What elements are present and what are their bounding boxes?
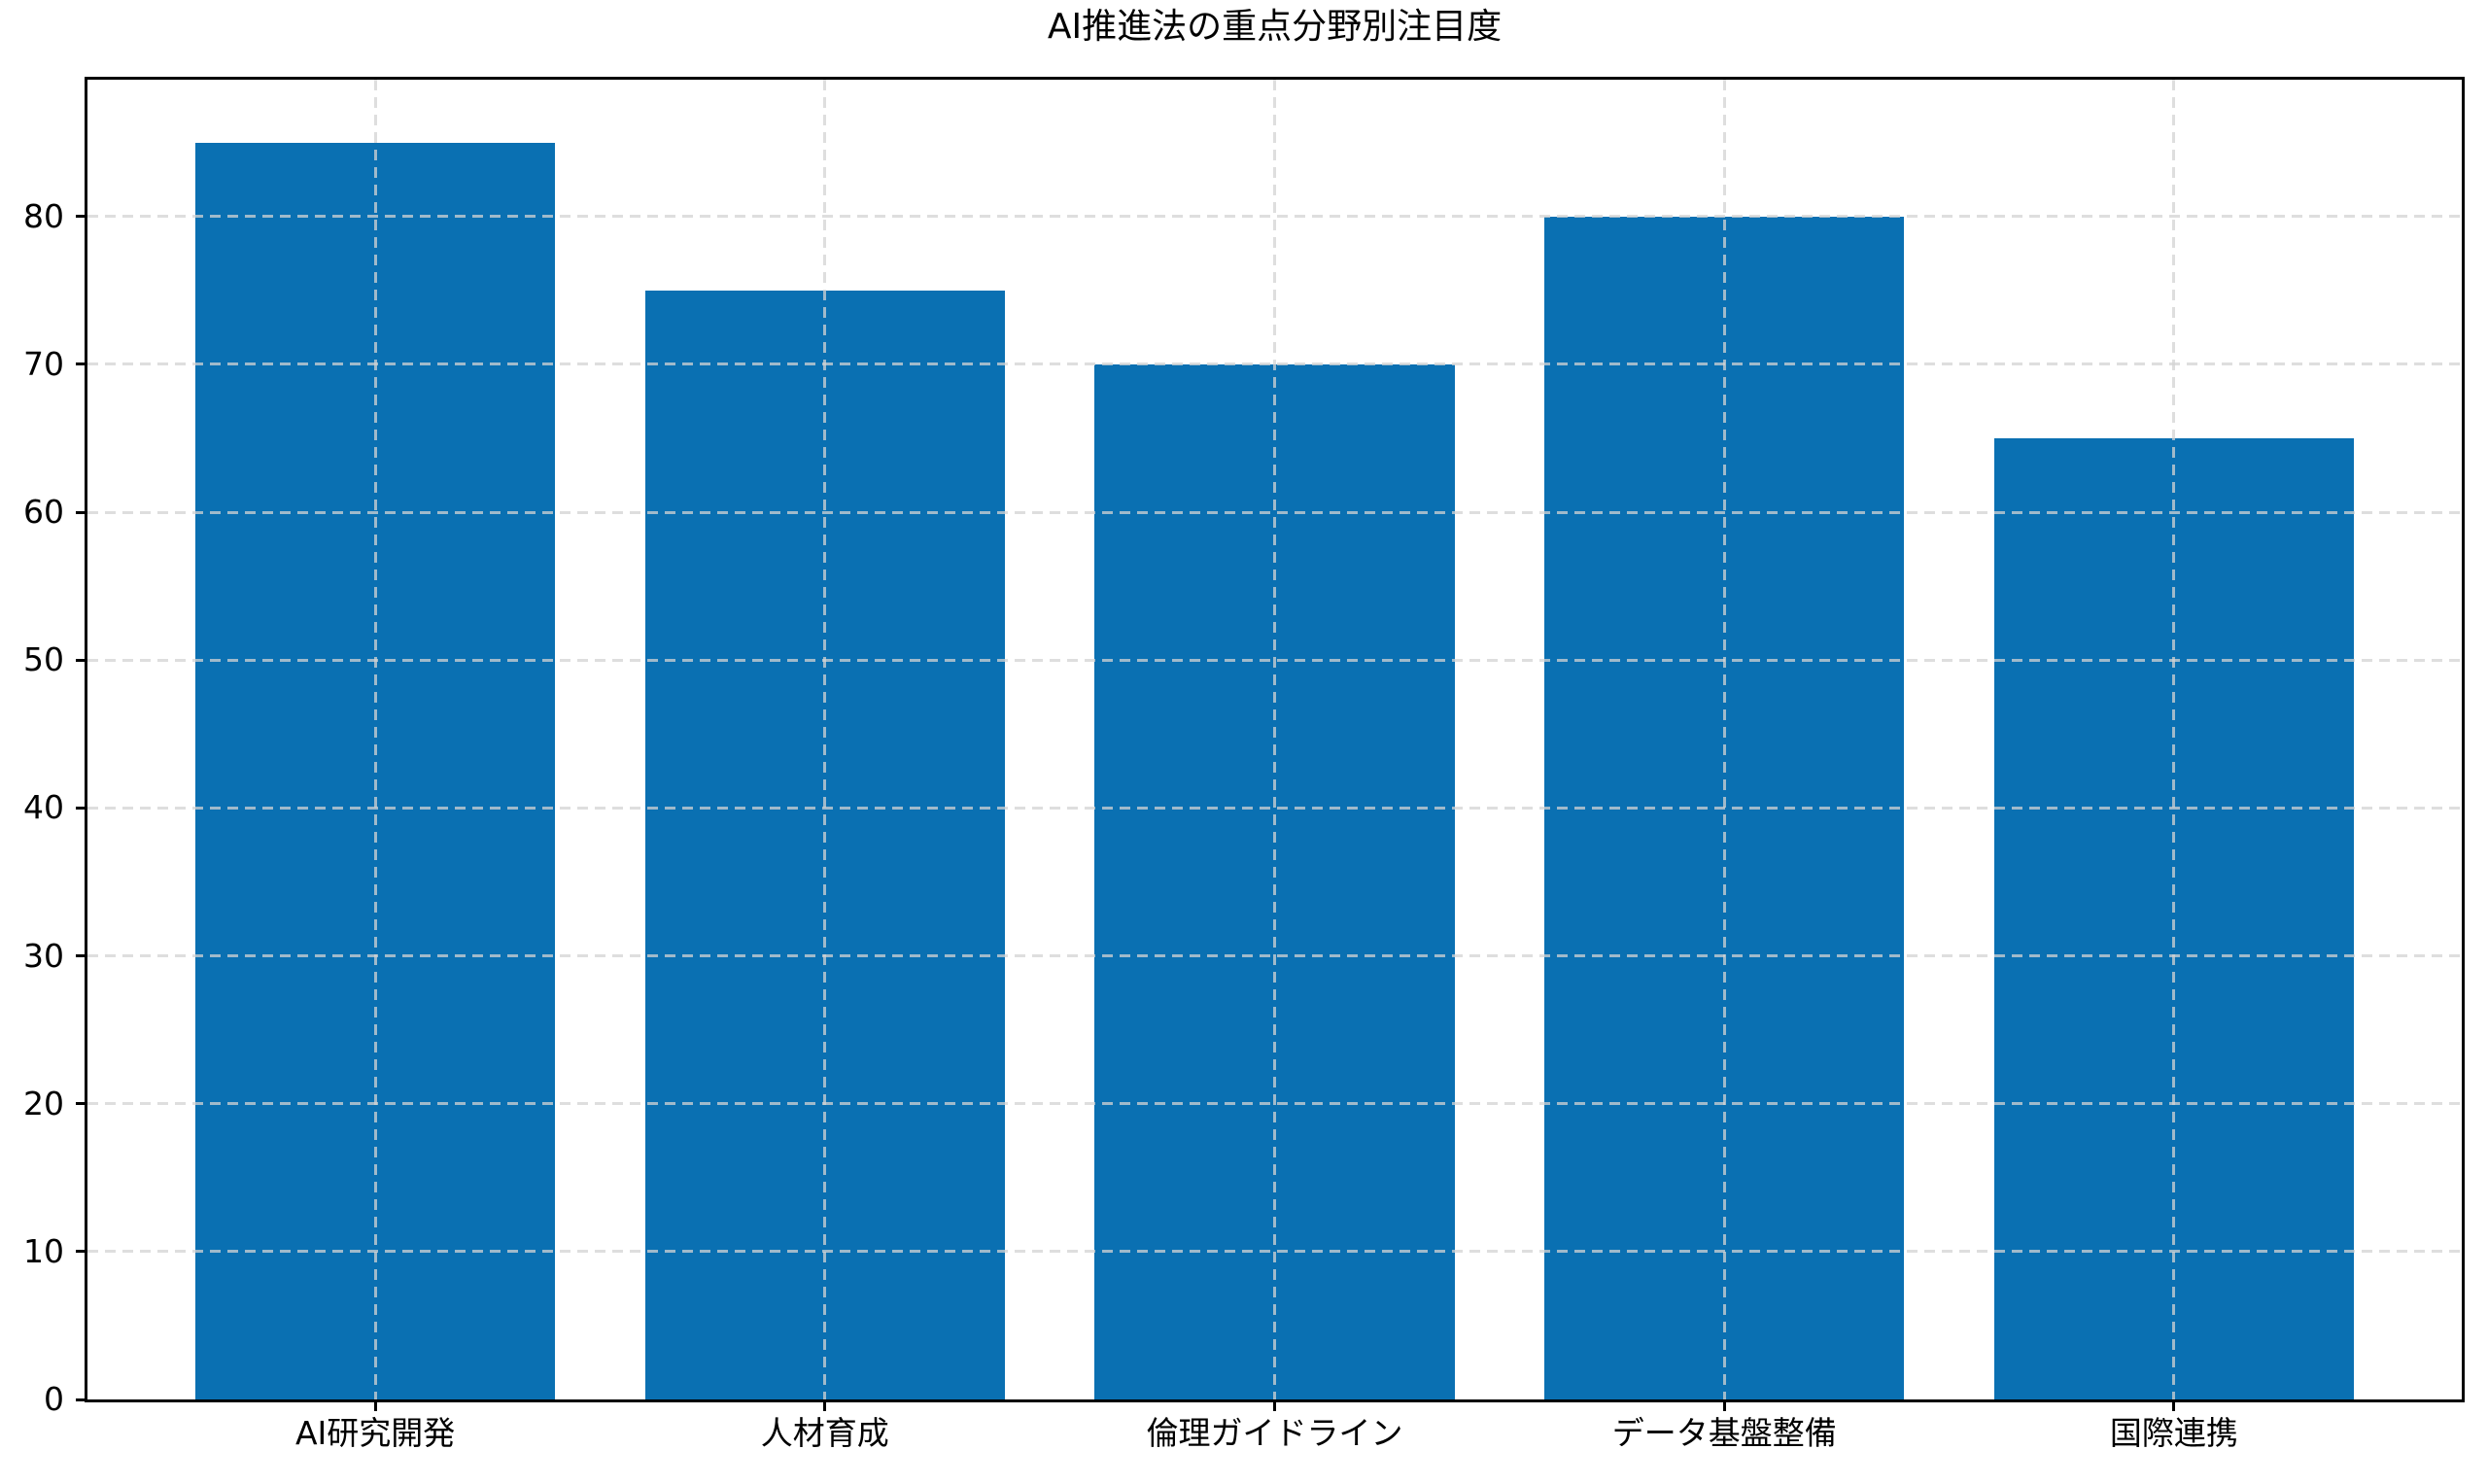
y-tick-label: 60: [23, 493, 64, 532]
y-tick-mark: [76, 215, 87, 219]
x-tick-mark: [1273, 1399, 1276, 1411]
x-tick-mark: [823, 1399, 827, 1411]
y-tick-mark: [76, 510, 87, 514]
v-gridline: [823, 80, 827, 1399]
v-gridline: [1722, 80, 1726, 1399]
v-gridline: [2172, 80, 2176, 1399]
x-tick-label: 国際連携: [2109, 1414, 2238, 1452]
y-tick-mark: [76, 1102, 87, 1106]
y-tick-mark: [76, 658, 87, 662]
chart-title: AI推進法の重点分野別注目度: [1047, 7, 1503, 47]
y-tick-label: 10: [23, 1231, 64, 1270]
y-tick-label: 70: [23, 344, 64, 383]
x-tick-label: データ基盤整備: [1611, 1414, 1837, 1452]
v-gridline: [373, 80, 377, 1399]
x-tick-mark: [373, 1399, 377, 1411]
x-tick-mark: [1722, 1399, 1726, 1411]
y-tick-mark: [76, 1398, 87, 1401]
y-tick-mark: [76, 362, 87, 366]
y-tick-mark: [76, 954, 87, 958]
y-tick-mark: [76, 1250, 87, 1254]
v-gridline: [1273, 80, 1276, 1399]
y-tick-label: 0: [44, 1380, 64, 1418]
y-tick-label: 30: [23, 936, 64, 975]
y-tick-label: 40: [23, 788, 64, 827]
y-tick-label: 80: [23, 196, 64, 235]
y-tick-label: 50: [23, 640, 64, 679]
y-tick-label: 20: [23, 1084, 64, 1122]
plot-area: [85, 77, 2465, 1402]
x-tick-mark: [2172, 1399, 2176, 1411]
x-tick-label: AI研究開発: [294, 1414, 456, 1452]
x-tick-label: 人材育成: [760, 1414, 889, 1452]
x-tick-label: 倫理ガイドライン: [1146, 1414, 1403, 1452]
y-tick-mark: [76, 806, 87, 810]
